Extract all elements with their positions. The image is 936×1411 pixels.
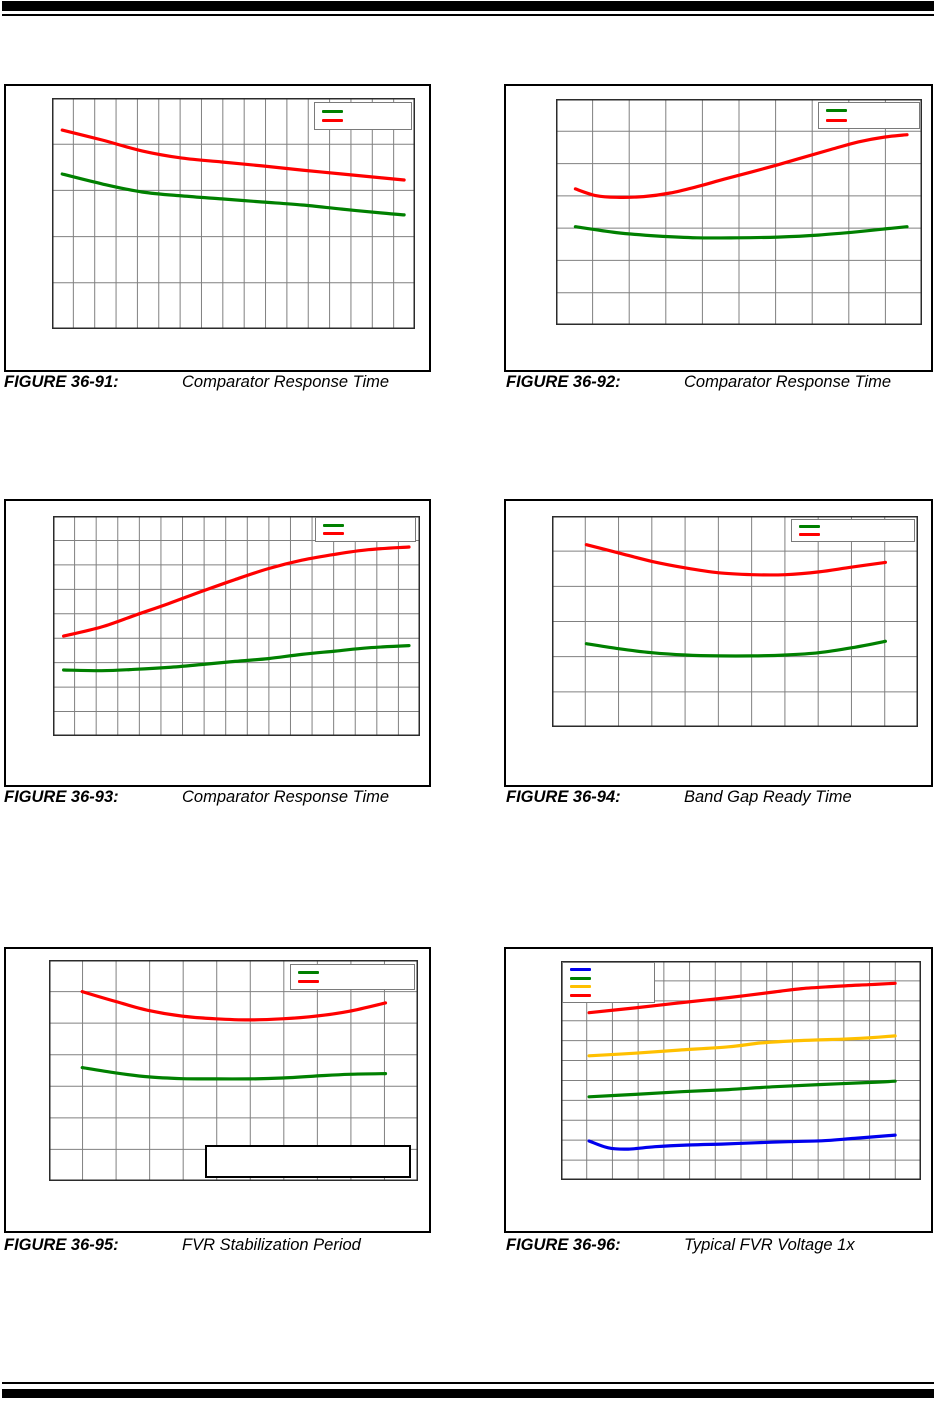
legend-swatch-yellow bbox=[570, 985, 591, 989]
chart-legend bbox=[290, 964, 415, 990]
figure-label: FIGURE 36-91: bbox=[4, 373, 119, 391]
figure-title: Comparator Response Time bbox=[182, 788, 390, 806]
legend-swatch-green bbox=[322, 109, 343, 113]
figure-caption: FIGURE 36-93: Comparator Response Time bbox=[4, 788, 389, 807]
chart-legend bbox=[562, 962, 655, 1003]
figure-label: FIGURE 36-93: bbox=[4, 788, 119, 806]
empty-annotation-box bbox=[205, 1145, 411, 1178]
figure-label: FIGURE 36-94: bbox=[506, 788, 621, 806]
figure-label: FIGURE 36-96: bbox=[506, 1236, 621, 1254]
figure-title: FVR Stabilization Period bbox=[182, 1236, 361, 1254]
figure-title: Comparator Response Time bbox=[684, 373, 892, 391]
legend-swatch-blue bbox=[570, 968, 591, 972]
header-thin-rule bbox=[2, 14, 934, 16]
footer-thin-rule bbox=[2, 1382, 934, 1384]
figure-caption: FIGURE 36-91: Comparator Response Time bbox=[4, 373, 389, 392]
figure-36-94-frame bbox=[504, 499, 933, 787]
figure-36-96-frame bbox=[504, 947, 933, 1233]
figure-caption: FIGURE 36-92: Comparator Response Time bbox=[506, 373, 891, 392]
chart-legend bbox=[314, 102, 412, 130]
figure-title: Comparator Response Time bbox=[182, 373, 390, 391]
legend-swatch-red bbox=[826, 118, 847, 122]
legend-swatch-green bbox=[826, 109, 847, 113]
figure-36-95-frame bbox=[4, 947, 431, 1233]
footer-thick-rule bbox=[2, 1389, 934, 1398]
figure-36-92-frame bbox=[504, 84, 933, 372]
figure-36-93-plot bbox=[53, 516, 420, 736]
figure-caption: FIGURE 36-95: FVR Stabilization Period bbox=[4, 1236, 361, 1255]
legend-swatch-red bbox=[799, 533, 820, 536]
figure-36-91-plot bbox=[52, 98, 415, 329]
chart-legend bbox=[315, 517, 416, 542]
figure-36-92-plot bbox=[556, 99, 922, 325]
figure-title: Band Gap Ready Time bbox=[684, 788, 852, 806]
legend-swatch-red bbox=[323, 532, 344, 536]
header-thick-rule bbox=[2, 1, 934, 11]
chart-legend bbox=[818, 102, 920, 129]
figure-36-91-frame bbox=[4, 84, 431, 372]
legend-swatch-green bbox=[570, 976, 591, 980]
chart-canvas bbox=[556, 99, 922, 325]
chart-canvas bbox=[53, 516, 420, 736]
figure-36-93-frame bbox=[4, 499, 431, 787]
chart-canvas bbox=[52, 98, 415, 329]
figure-caption: FIGURE 36-96: Typical FVR Voltage 1x bbox=[506, 1236, 855, 1255]
legend-swatch-red bbox=[570, 993, 591, 997]
legend-swatch-red bbox=[322, 119, 343, 123]
chart-canvas bbox=[561, 961, 921, 1180]
figure-36-96-plot bbox=[561, 961, 921, 1180]
figure-label: FIGURE 36-92: bbox=[506, 373, 621, 391]
chart-legend bbox=[791, 519, 915, 542]
legend-swatch-red bbox=[298, 980, 319, 983]
legend-swatch-green bbox=[799, 525, 820, 528]
legend-swatch-green bbox=[298, 971, 319, 974]
chart-canvas bbox=[552, 516, 918, 727]
figure-label: FIGURE 36-95: bbox=[4, 1236, 119, 1254]
legend-swatch-green bbox=[323, 523, 344, 527]
figure-caption: FIGURE 36-94: Band Gap Ready Time bbox=[506, 788, 852, 807]
figure-36-94-plot bbox=[552, 516, 918, 727]
figure-title: Typical FVR Voltage 1x bbox=[684, 1236, 855, 1254]
